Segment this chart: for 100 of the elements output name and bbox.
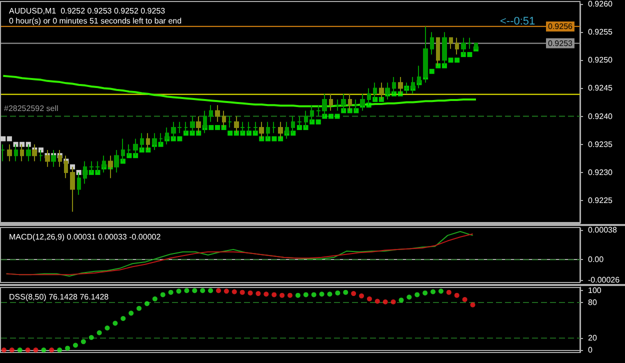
- point: [160, 292, 166, 298]
- candlestick: [291, 116, 295, 134]
- candlestick: [70, 166, 75, 212]
- candlestick: [449, 37, 453, 50]
- point: [351, 291, 356, 296]
- point: [232, 289, 237, 294]
- point: [303, 292, 308, 298]
- candlestick: [297, 116, 302, 128]
- y-tick-label: 100: [588, 286, 602, 296]
- point: [327, 292, 332, 297]
- candlestick: [266, 121, 270, 140]
- point: [200, 288, 206, 294]
- candlestick: [146, 132, 150, 150]
- point: [311, 292, 316, 298]
- y-tick-label: 0.9245: [588, 84, 614, 93]
- candlestick: [7, 144, 12, 162]
- point: [128, 310, 134, 316]
- point: [104, 326, 110, 331]
- point: [1, 348, 6, 352]
- candlestick: [455, 37, 459, 56]
- point: [57, 348, 62, 352]
- y-tick-label: 0.9250: [588, 56, 614, 65]
- candlestick: [272, 121, 276, 134]
- candlestick: [89, 160, 94, 173]
- text: DSS(8,50) 76.1428 76.1428: [9, 292, 110, 302]
- y-tick-label: 0.9240: [588, 112, 614, 121]
- candlestick: [253, 121, 258, 134]
- candlestick: [39, 150, 43, 162]
- point: [112, 320, 118, 326]
- candlestick: [215, 104, 220, 122]
- point: [168, 290, 174, 295]
- point: [343, 290, 348, 295]
- point: [319, 292, 324, 297]
- y-tick-label: -0.00026: [588, 276, 620, 285]
- point: [33, 348, 38, 352]
- point: [184, 288, 190, 294]
- point: [454, 292, 460, 298]
- candlestick: [190, 116, 195, 134]
- point: [280, 292, 285, 298]
- candlestick: [247, 121, 251, 134]
- y-tick-label: 20: [588, 334, 598, 343]
- candlestick: [184, 121, 188, 134]
- point: [224, 288, 229, 294]
- candlestick: [140, 132, 144, 150]
- point: [152, 296, 158, 302]
- point: [446, 290, 452, 295]
- point: [374, 298, 380, 304]
- point: [422, 290, 428, 296]
- candlestick: [398, 76, 403, 94]
- y-tick-label: 0.9225: [588, 196, 614, 206]
- candlestick: [26, 144, 31, 162]
- text: MACD(12,26,9) 0.00031 0.00033 -0.00002: [9, 232, 162, 242]
- candlestick: [474, 42, 478, 50]
- point: [462, 296, 468, 302]
- candlestick: [329, 93, 333, 112]
- point: [359, 293, 364, 298]
- candlestick: [354, 98, 358, 112]
- point: [398, 298, 404, 303]
- point: [272, 292, 277, 298]
- candlestick: [127, 144, 131, 156]
- point: [25, 348, 30, 352]
- point: [17, 348, 22, 352]
- ref-line-label: 0.9253: [548, 38, 574, 48]
- candlestick: [259, 121, 264, 140]
- candlestick: [278, 121, 283, 140]
- point: [414, 292, 420, 298]
- candlestick: [95, 160, 100, 173]
- candlestick: [379, 82, 384, 100]
- candlestick: [228, 116, 232, 128]
- candlestick: [209, 104, 213, 122]
- y-tick-label: 0.9235: [588, 140, 614, 149]
- point: [176, 288, 182, 294]
- candlestick: [310, 104, 314, 122]
- point: [256, 291, 261, 296]
- y-tick-label: 0.00: [588, 255, 604, 264]
- point: [240, 290, 245, 295]
- candlestick: [1, 144, 5, 162]
- point: [80, 339, 86, 344]
- candlestick: [234, 116, 239, 134]
- point: [406, 294, 412, 300]
- y-tick-label: 0.00038: [588, 225, 618, 234]
- point: [382, 299, 388, 304]
- candlestick: [14, 144, 18, 162]
- point: [288, 292, 292, 298]
- candlestick: [430, 32, 434, 56]
- point: [49, 348, 54, 352]
- point: [72, 342, 78, 348]
- candlestick: [20, 144, 24, 162]
- candlestick: [159, 132, 163, 145]
- chart-title: AUDUSD,M1 0.9252 0.9253 0.9252 0.9253: [9, 6, 166, 16]
- text: 0 hour(s) or 0 minutes 51 seconds left to bar end: [9, 16, 182, 26]
- y-tick-label: 0.9255: [588, 28, 614, 37]
- point: [96, 330, 102, 336]
- point: [430, 289, 436, 294]
- candlestick: [367, 88, 371, 106]
- point: [120, 316, 126, 321]
- point: [295, 292, 300, 298]
- candlestick: [392, 76, 396, 94]
- candlestick: [222, 110, 226, 128]
- point: [65, 346, 70, 351]
